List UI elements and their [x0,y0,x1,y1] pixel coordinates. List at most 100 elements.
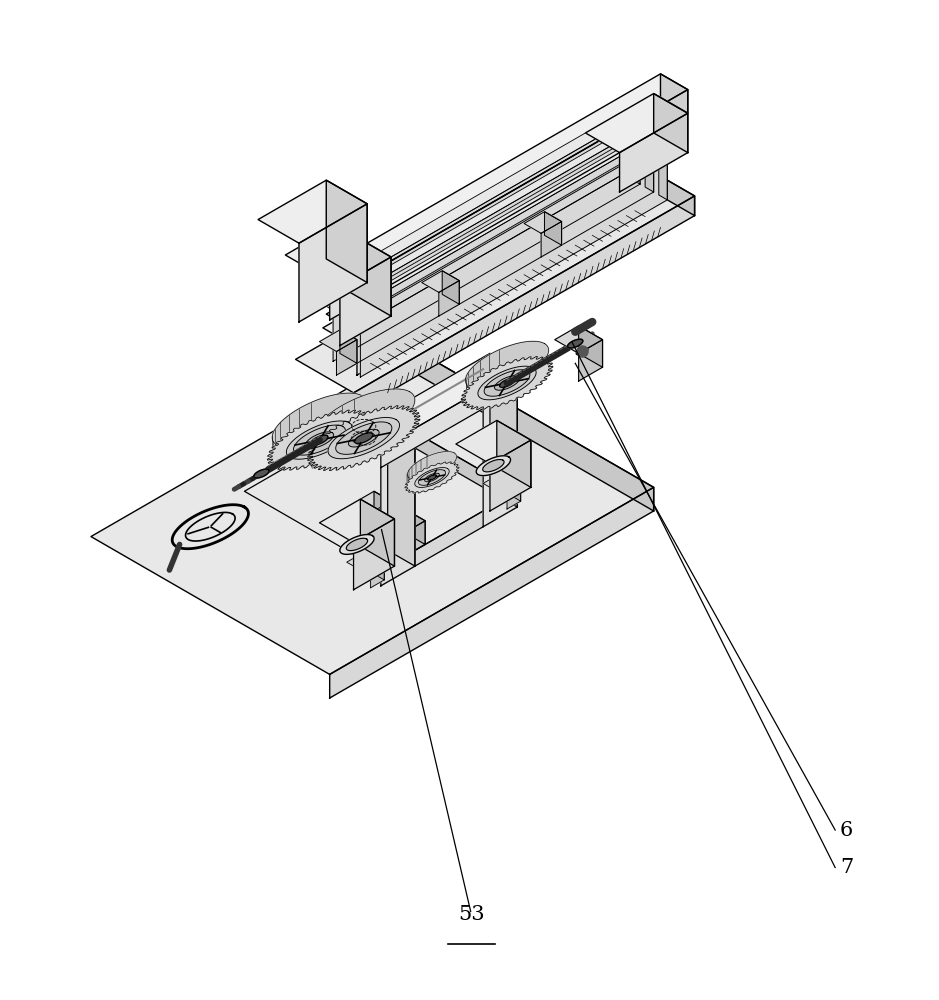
Polygon shape [333,133,640,361]
Polygon shape [567,339,583,348]
Polygon shape [514,485,520,501]
Polygon shape [326,111,664,306]
Polygon shape [319,499,394,542]
Polygon shape [626,109,637,123]
Polygon shape [478,366,536,400]
Polygon shape [455,353,517,389]
Polygon shape [620,113,687,192]
Polygon shape [541,222,562,257]
Polygon shape [381,491,517,586]
Polygon shape [344,123,651,308]
Polygon shape [632,128,640,184]
Polygon shape [500,485,520,497]
Polygon shape [490,353,517,389]
Polygon shape [354,353,517,448]
Polygon shape [346,125,664,308]
Polygon shape [319,109,637,292]
Polygon shape [330,487,654,698]
Text: 53: 53 [458,905,485,924]
Polygon shape [361,499,394,566]
Polygon shape [319,330,357,351]
Polygon shape [346,149,654,350]
Polygon shape [258,180,367,243]
Polygon shape [442,271,459,304]
Polygon shape [408,451,456,480]
Polygon shape [476,456,511,476]
Polygon shape [654,125,664,139]
Polygon shape [455,420,531,464]
Polygon shape [323,151,664,348]
Polygon shape [545,212,562,245]
Polygon shape [483,460,504,472]
Polygon shape [357,170,664,375]
Polygon shape [466,359,548,407]
Polygon shape [374,491,425,544]
Polygon shape [340,257,391,346]
Polygon shape [490,440,531,511]
Polygon shape [336,225,391,316]
Polygon shape [354,413,415,448]
Polygon shape [348,429,379,447]
Polygon shape [555,326,603,353]
Polygon shape [340,119,664,326]
Polygon shape [363,564,384,576]
Polygon shape [381,428,415,586]
Polygon shape [352,144,668,326]
Polygon shape [381,507,398,541]
Polygon shape [354,558,367,578]
Polygon shape [91,350,654,674]
Polygon shape [651,111,664,139]
Polygon shape [507,489,520,509]
Polygon shape [388,521,425,566]
Polygon shape [357,131,664,316]
Polygon shape [361,507,398,529]
Polygon shape [355,433,373,443]
Polygon shape [427,475,437,480]
Polygon shape [388,413,415,566]
Polygon shape [577,348,588,355]
Polygon shape [659,144,668,200]
Polygon shape [326,180,367,283]
Polygon shape [330,115,637,300]
Polygon shape [630,151,664,198]
Polygon shape [497,420,531,487]
Polygon shape [340,330,357,363]
Polygon shape [422,271,459,292]
Polygon shape [330,90,687,320]
Polygon shape [361,149,668,377]
Polygon shape [424,473,439,482]
Polygon shape [585,94,687,153]
Polygon shape [500,379,515,387]
Polygon shape [490,353,517,507]
Polygon shape [346,141,654,369]
Polygon shape [439,281,459,316]
Polygon shape [333,117,651,300]
Text: 6: 6 [839,821,854,840]
Polygon shape [405,462,459,493]
Polygon shape [637,162,695,216]
Polygon shape [311,435,328,445]
Polygon shape [578,340,603,381]
Polygon shape [338,136,654,318]
Polygon shape [361,554,367,570]
Polygon shape [484,476,503,487]
Polygon shape [299,204,367,322]
Polygon shape [244,413,517,570]
Text: 7: 7 [839,858,854,877]
Polygon shape [354,519,394,590]
Polygon shape [497,476,503,491]
Polygon shape [336,340,357,375]
Polygon shape [495,376,519,390]
Polygon shape [313,409,415,468]
Polygon shape [381,413,517,507]
Polygon shape [640,117,651,131]
Polygon shape [354,196,695,413]
Polygon shape [340,535,374,554]
Polygon shape [268,410,372,470]
Polygon shape [371,568,384,588]
Polygon shape [408,463,456,492]
Polygon shape [294,425,346,455]
Polygon shape [485,370,530,396]
Polygon shape [381,369,517,468]
Polygon shape [578,326,603,367]
